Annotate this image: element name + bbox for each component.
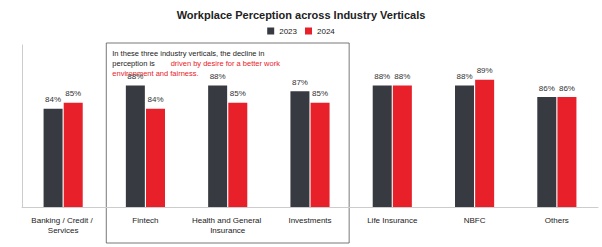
svg-text:87%: 87% — [292, 78, 308, 87]
svg-text:85%: 85% — [65, 89, 81, 98]
svg-text:2024: 2024 — [317, 27, 335, 36]
svg-text:84%: 84% — [147, 95, 163, 104]
svg-text:84%: 84% — [45, 95, 61, 104]
svg-text:88%: 88% — [210, 72, 226, 81]
svg-text:85%: 85% — [312, 89, 328, 98]
svg-text:Banking / Credit /: Banking / Credit / — [31, 216, 95, 225]
svg-text:NBFC: NBFC — [464, 216, 486, 225]
svg-text:Fintech: Fintech — [132, 216, 158, 225]
svg-text:2023: 2023 — [279, 27, 297, 36]
svg-text:86%: 86% — [559, 84, 575, 93]
svg-text:88%: 88% — [127, 72, 143, 81]
svg-text:Life Insurance: Life Insurance — [367, 216, 418, 225]
svg-text:perception is: perception is — [112, 59, 157, 68]
svg-text:86%: 86% — [539, 84, 555, 93]
svg-text:environment and fairness.: environment and fairness. — [112, 69, 198, 78]
svg-text:Insurance: Insurance — [210, 226, 246, 235]
svg-text:Workplace Perception across In: Workplace Perception across Industry Ver… — [177, 9, 426, 21]
svg-text:88%: 88% — [394, 72, 410, 81]
svg-text:85%: 85% — [230, 89, 246, 98]
svg-text:Services: Services — [48, 226, 79, 235]
svg-text:89%: 89% — [477, 66, 493, 75]
svg-text:Others: Others — [545, 216, 569, 225]
svg-text:Investments: Investments — [288, 216, 331, 225]
svg-text:88%: 88% — [374, 72, 390, 81]
svg-text:Health and General: Health and General — [192, 216, 264, 225]
svg-text:88%: 88% — [456, 72, 472, 81]
svg-text:driven by desire for a better: driven by desire for a better work — [171, 59, 282, 68]
svg-text:In these three industry vertic: In these three industry verticals, the d… — [112, 49, 266, 58]
